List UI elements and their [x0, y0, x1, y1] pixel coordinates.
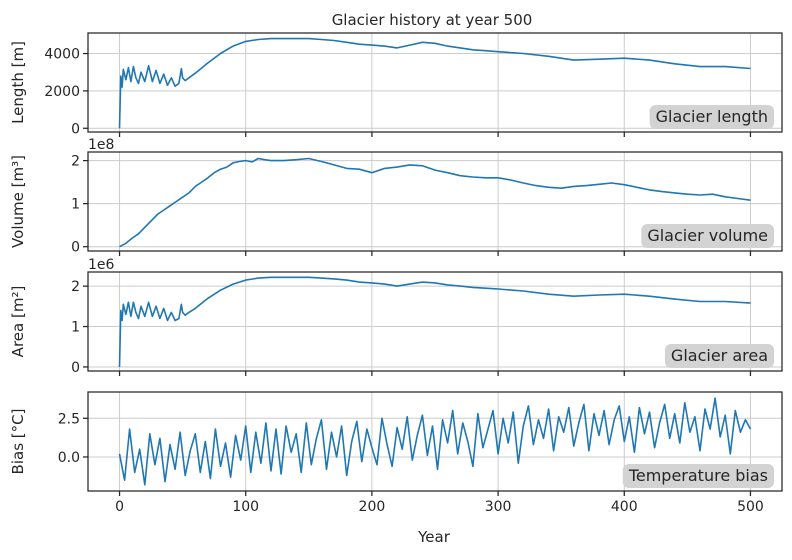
series-badge [622, 464, 774, 488]
x-tick-label: 100 [232, 499, 259, 515]
y-tick-label: 2 [71, 279, 80, 295]
series-badge-label: Glacier length [656, 107, 768, 126]
y-tick-label: 4000 [44, 47, 80, 63]
series-line [118, 37, 751, 129]
axes-frame [87, 32, 783, 133]
axes-frame [87, 271, 783, 372]
axes-frame [87, 391, 783, 492]
series-line [118, 276, 751, 368]
figure-title: Glacier history at year 500 [332, 11, 533, 29]
series-badge-label: Temperature bias [628, 466, 768, 485]
y-axis-label: Bias [°C] [9, 409, 27, 475]
offset-text: 1e6 [88, 257, 115, 273]
series-badge-label: Glacier area [671, 346, 768, 365]
y-tick-label: 0.0 [58, 450, 80, 466]
x-axis-label: Year [417, 528, 451, 546]
y-axis-label: Length [m] [9, 41, 27, 124]
y-tick-label: 0 [71, 121, 80, 137]
panel-3: 0 1 2 Area [m²] 1e6 Glacier area [9, 257, 783, 376]
panel-1: 0 2000 4000 Length [m] Glacier length [9, 32, 783, 137]
y-axis-label: Area [m²] [9, 286, 27, 358]
series-badge-label: Glacier volume [647, 226, 768, 245]
series-line [118, 397, 752, 486]
series-badge [641, 224, 774, 248]
y-axis-label: Volume [m³] [9, 155, 27, 248]
y-tick-label: 0 [71, 360, 80, 376]
series-badge [664, 344, 774, 368]
y-tick-label: 2.5 [58, 411, 80, 427]
x-tick-label: 500 [737, 499, 764, 515]
y-tick-label: 2000 [44, 84, 80, 100]
series-badge [649, 105, 774, 129]
series-line [119, 157, 751, 248]
y-tick-label: 1 [71, 197, 80, 213]
x-tick-label: 0 [115, 499, 124, 515]
x-tick-label: 200 [359, 499, 386, 515]
panel-2: 0 1 2 Volume [m³] 1e8 Glacier volume [9, 137, 783, 256]
axes-frame [87, 151, 783, 252]
y-tick-label: 2 [71, 154, 80, 170]
offset-text: 1e8 [88, 137, 114, 153]
panel-4: 0.0 2.5 0 100 200 300 400 500 Bias [°C] Temperatu… [9, 391, 783, 515]
y-tick-label: 0 [71, 240, 80, 256]
x-tick-label: 400 [611, 499, 638, 515]
y-tick-label: 1 [71, 320, 80, 336]
x-tick-label: 300 [485, 499, 512, 515]
